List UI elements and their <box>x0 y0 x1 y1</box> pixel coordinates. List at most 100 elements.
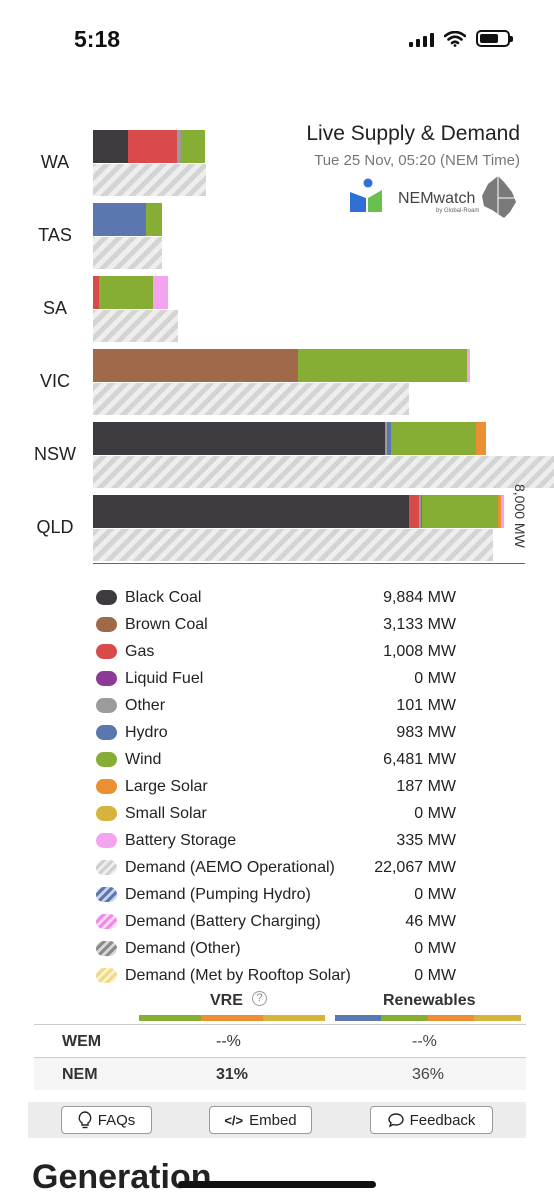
region-label-vic: VIC <box>39 371 70 391</box>
legend-item-demand-other[interactable]: Demand (Other) 0 MW <box>96 935 476 962</box>
supply-segment-hydro <box>386 422 392 455</box>
supply-segment-wind <box>391 422 477 455</box>
wifi-icon <box>444 30 466 47</box>
legend-label: Small Solar <box>125 804 207 822</box>
nemwatch-logo[interactable]: NEMwatch by Global-Roam <box>350 176 520 224</box>
legend-item-demand-rooftop[interactable]: Demand (Met by Rooftop Solar) 0 MW <box>96 962 476 989</box>
legend-item-demand-batt[interactable]: Demand (Battery Charging) 46 MW <box>96 908 476 935</box>
demand-bar-qld[interactable] <box>93 529 493 561</box>
help-icon[interactable]: ? <box>252 991 267 1006</box>
legend-item-wind[interactable]: Wind 6,481 MW <box>96 746 476 773</box>
legend-value: 0 MW <box>414 885 456 903</box>
supply-segment-brown-coal <box>93 349 299 382</box>
legend-item-small-solar[interactable]: Small Solar 0 MW <box>96 800 476 827</box>
region-label-sa: SA <box>42 298 67 318</box>
legend-label: Hydro <box>125 723 168 741</box>
embed-label: Embed <box>249 1111 297 1129</box>
home-indicator[interactable] <box>178 1181 376 1188</box>
legend-item-hydro[interactable]: Hydro 983 MW <box>96 719 476 746</box>
renewables-color-strip <box>335 1015 521 1021</box>
vre-color-strip <box>139 1015 325 1021</box>
supply-segment-wind <box>181 130 206 163</box>
faqs-label: FAQs <box>97 1111 136 1129</box>
legend-value: 187 MW <box>396 777 456 795</box>
lightbulb-icon <box>78 1111 92 1129</box>
legend-value: 22,067 MW <box>374 858 456 876</box>
demand-bar-nsw[interactable] <box>93 456 554 488</box>
supply-segment-battery <box>153 276 168 309</box>
legend-label: Demand (Battery Charging) <box>125 912 321 930</box>
supply-segment-other <box>418 495 421 528</box>
demand-bar-tas[interactable] <box>93 237 163 269</box>
demand-bar-vic[interactable] <box>93 383 409 415</box>
row-vre: --% <box>216 1033 241 1050</box>
row-renewables: --% <box>412 1033 437 1050</box>
vre-title: VRE <box>210 992 243 1009</box>
status-icons <box>409 30 513 47</box>
legend-item-large-solar[interactable]: Large Solar 187 MW <box>96 773 476 800</box>
supply-segment-wind <box>298 349 468 382</box>
embed-button[interactable]: </> Embed <box>209 1106 312 1134</box>
legend-swatch <box>96 968 117 983</box>
legend-swatch <box>96 914 117 929</box>
supply-segment-gas <box>408 495 419 528</box>
legend-swatch <box>96 860 117 875</box>
legend-label: Battery Storage <box>125 831 237 849</box>
feedback-label: Feedback <box>409 1111 476 1129</box>
logo-subtext: by Global-Roam <box>436 208 480 214</box>
summary-row-wem: WEM --% --% <box>34 1024 526 1057</box>
faqs-button[interactable]: FAQs <box>61 1106 152 1134</box>
legend-value: 3,133 MW <box>383 615 456 633</box>
legend-item-other[interactable]: Other 101 MW <box>96 692 476 719</box>
region-label-nsw: NSW <box>34 444 76 464</box>
row-name: WEM <box>62 1033 102 1050</box>
legend-value: 0 MW <box>414 669 456 687</box>
legend-item-brown-coal[interactable]: Brown Coal 3,133 MW <box>96 611 476 638</box>
feedback-button[interactable]: Feedback <box>370 1106 493 1134</box>
legend-label: Other <box>125 696 166 714</box>
logo-text: NEMwatch <box>398 190 476 207</box>
supply-bar-nsw[interactable] <box>93 422 486 455</box>
legend-value: 101 MW <box>396 696 456 714</box>
legend-value: 335 MW <box>396 831 456 849</box>
supply-segment-wind <box>146 203 162 236</box>
row-renewables: 36% <box>412 1066 445 1083</box>
renewables-title: Renewables <box>383 992 476 1009</box>
supply-bar-sa[interactable] <box>93 276 168 309</box>
legend-item-battery[interactable]: Battery Storage 335 MW <box>96 827 476 854</box>
legend-swatch <box>96 698 117 713</box>
legend-item-demand-hydro[interactable]: Demand (Pumping Hydro) 0 MW <box>96 881 476 908</box>
axis-max-label: 8,000 MW <box>512 484 528 548</box>
supply-bar-wa[interactable] <box>93 130 206 163</box>
supply-segment-other <box>384 422 387 455</box>
region-label-wa: WA <box>40 152 70 172</box>
supply-bar-tas[interactable] <box>93 203 162 236</box>
demand-bar-wa[interactable] <box>93 164 207 196</box>
x-axis-line <box>93 563 525 564</box>
section-title-generation: Generation <box>32 1158 212 1196</box>
legend-item-liquid-fuel[interactable]: Liquid Fuel 0 MW <box>96 665 476 692</box>
legend-label: Liquid Fuel <box>125 669 204 687</box>
row-vre: 31% <box>216 1066 249 1083</box>
supply-segment-black-coal <box>93 130 129 163</box>
legend-swatch <box>96 941 117 956</box>
legend-value: 46 MW <box>405 912 456 930</box>
legend-item-black-coal[interactable]: Black Coal 9,884 MW <box>96 584 476 611</box>
legend-item-gas[interactable]: Gas 1,008 MW <box>96 638 476 665</box>
demand-bar-sa[interactable] <box>93 310 179 342</box>
legend-swatch <box>96 617 117 632</box>
supply-bar-vic[interactable] <box>93 349 470 382</box>
chart-title: Live Supply & Demand <box>306 122 520 145</box>
legend-swatch <box>96 887 117 902</box>
supply-segment-other <box>176 130 181 163</box>
legend-value: 0 MW <box>414 939 456 957</box>
supply-bar-qld[interactable] <box>93 495 505 528</box>
legend-swatch <box>96 752 117 767</box>
legend-item-demand-op[interactable]: Demand (AEMO Operational) 22,067 MW <box>96 854 476 881</box>
renewables-summary: VRE ? Renewables WEM --% --% NEM 31% 36% <box>34 990 526 1090</box>
legend-label: Gas <box>125 642 155 660</box>
legend-swatch <box>96 833 117 848</box>
legend-value: 9,884 MW <box>383 588 456 606</box>
legend-swatch <box>96 671 117 686</box>
legend-label: Black Coal <box>125 588 202 606</box>
